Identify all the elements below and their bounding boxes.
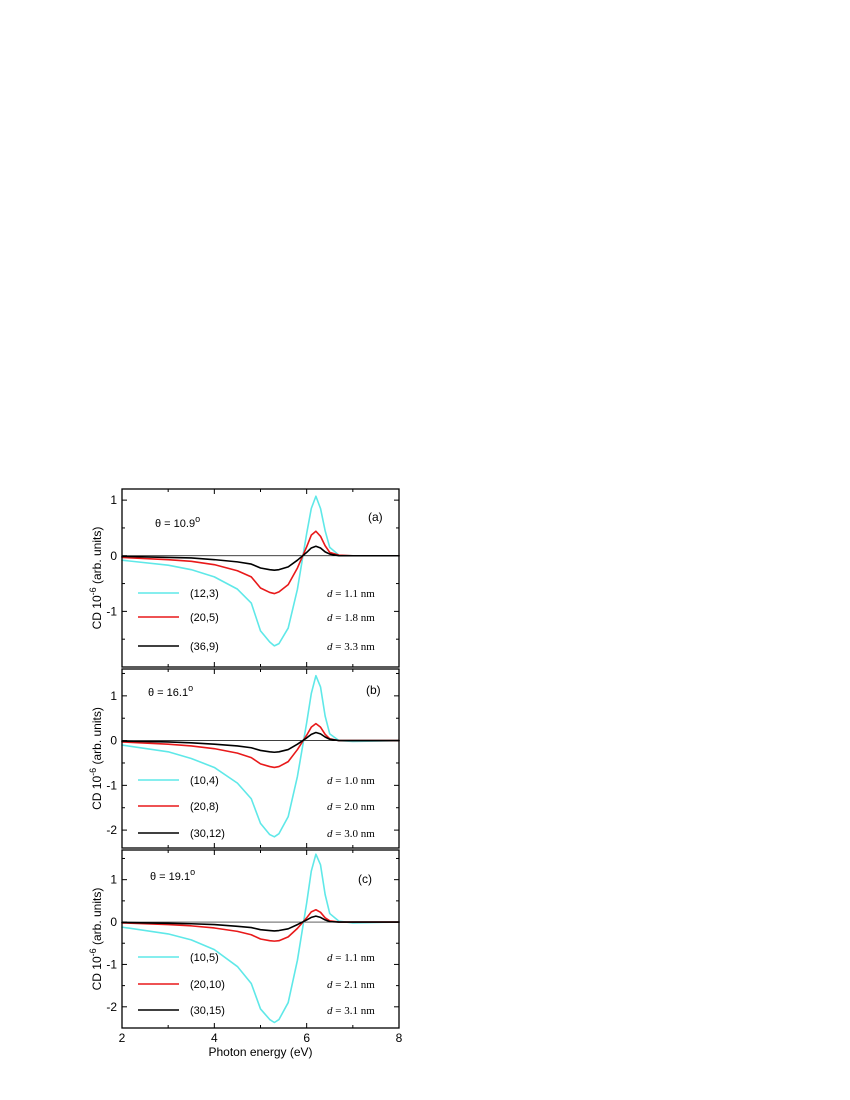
- legend-label: (20,8): [190, 801, 219, 813]
- diameter-label: d = 1.1 nm: [327, 952, 375, 964]
- y-tick-label: 1: [110, 493, 117, 507]
- legend-label: (30,15): [190, 1005, 225, 1017]
- panel-tag: (b): [366, 683, 381, 697]
- legend-label: (10,4): [190, 775, 219, 787]
- series-line-36-9: [121, 545, 400, 572]
- legend-label: (20,10): [190, 979, 225, 991]
- series-line-20-8: [121, 722, 400, 769]
- y-tick-label: 1: [110, 873, 117, 887]
- x-tick-label: 2: [119, 1031, 126, 1045]
- diameter-label: d = 1.0 nm: [327, 775, 375, 787]
- diameter-label: d = 2.0 nm: [327, 801, 375, 813]
- y-axis-title: CD 10-6 (arb. units): [88, 707, 104, 810]
- series-line-30-15: [121, 915, 400, 932]
- y-tick-label: -2: [106, 823, 117, 837]
- y-tick-label: -1: [106, 778, 117, 792]
- panel-tag: (c): [358, 872, 372, 886]
- y-tick-label: -1: [106, 957, 117, 971]
- series-line-20-5: [121, 530, 400, 595]
- diameter-label: d = 2.1 nm: [327, 979, 375, 991]
- series-line-10-5: [121, 853, 400, 1024]
- legend-label: (10,5): [190, 952, 219, 964]
- panel-tag: (a): [368, 510, 383, 524]
- legend-label: (30,12): [190, 828, 225, 840]
- diameter-label: d = 1.1 nm: [327, 588, 375, 600]
- x-axis-title: Photon energy (eV): [208, 1045, 312, 1059]
- x-tick-label: 4: [211, 1031, 218, 1045]
- panel-c: 1 0 -1 -2 2 4 6 8 Photon energy (eV) CD 10-6 (arb…: [88, 849, 403, 1059]
- legend-label: (12,3): [190, 588, 219, 600]
- diameter-label: d = 3.0 nm: [327, 828, 375, 840]
- x-tick-label: 6: [303, 1031, 310, 1045]
- y-tick-label: -2: [106, 1000, 117, 1014]
- y-tick-label: 0: [110, 915, 117, 929]
- panel-a: 1 0 -1CD 10-6 (arb. units) θ = 10.9o (a) (12,…: [88, 488, 400, 668]
- diameter-label: d = 3.1 nm: [327, 1005, 375, 1017]
- series-line-20-10: [121, 908, 400, 942]
- diameter-label: d = 3.3 nm: [327, 641, 375, 653]
- series-line-10-4: [121, 674, 400, 838]
- diameter-label: d = 1.8 nm: [327, 612, 375, 624]
- y-tick-label: -1: [106, 604, 117, 618]
- legend-label: (36,9): [190, 641, 219, 653]
- series-line-12-3: [121, 495, 400, 647]
- panel-b: 1 0 -1 -2CD 10-6 (arb. units) θ = 16.1o (b) (1…: [88, 668, 400, 849]
- series-line-30-12: [121, 731, 400, 754]
- y-tick-label: 1: [110, 689, 117, 703]
- y-axis-title: CD 10-6 (arb. units): [88, 888, 104, 991]
- y-tick-label: 0: [110, 549, 117, 563]
- legend-label: (20,5): [190, 612, 219, 624]
- theta-label: θ = 10.9o: [155, 514, 200, 530]
- x-tick-label: 8: [396, 1031, 403, 1045]
- theta-label: θ = 16.1o: [148, 683, 193, 699]
- theta-label: θ = 19.1o: [150, 867, 195, 883]
- y-tick-label: 0: [110, 734, 117, 748]
- y-axis-title: CD 10-6 (arb. units): [88, 527, 104, 630]
